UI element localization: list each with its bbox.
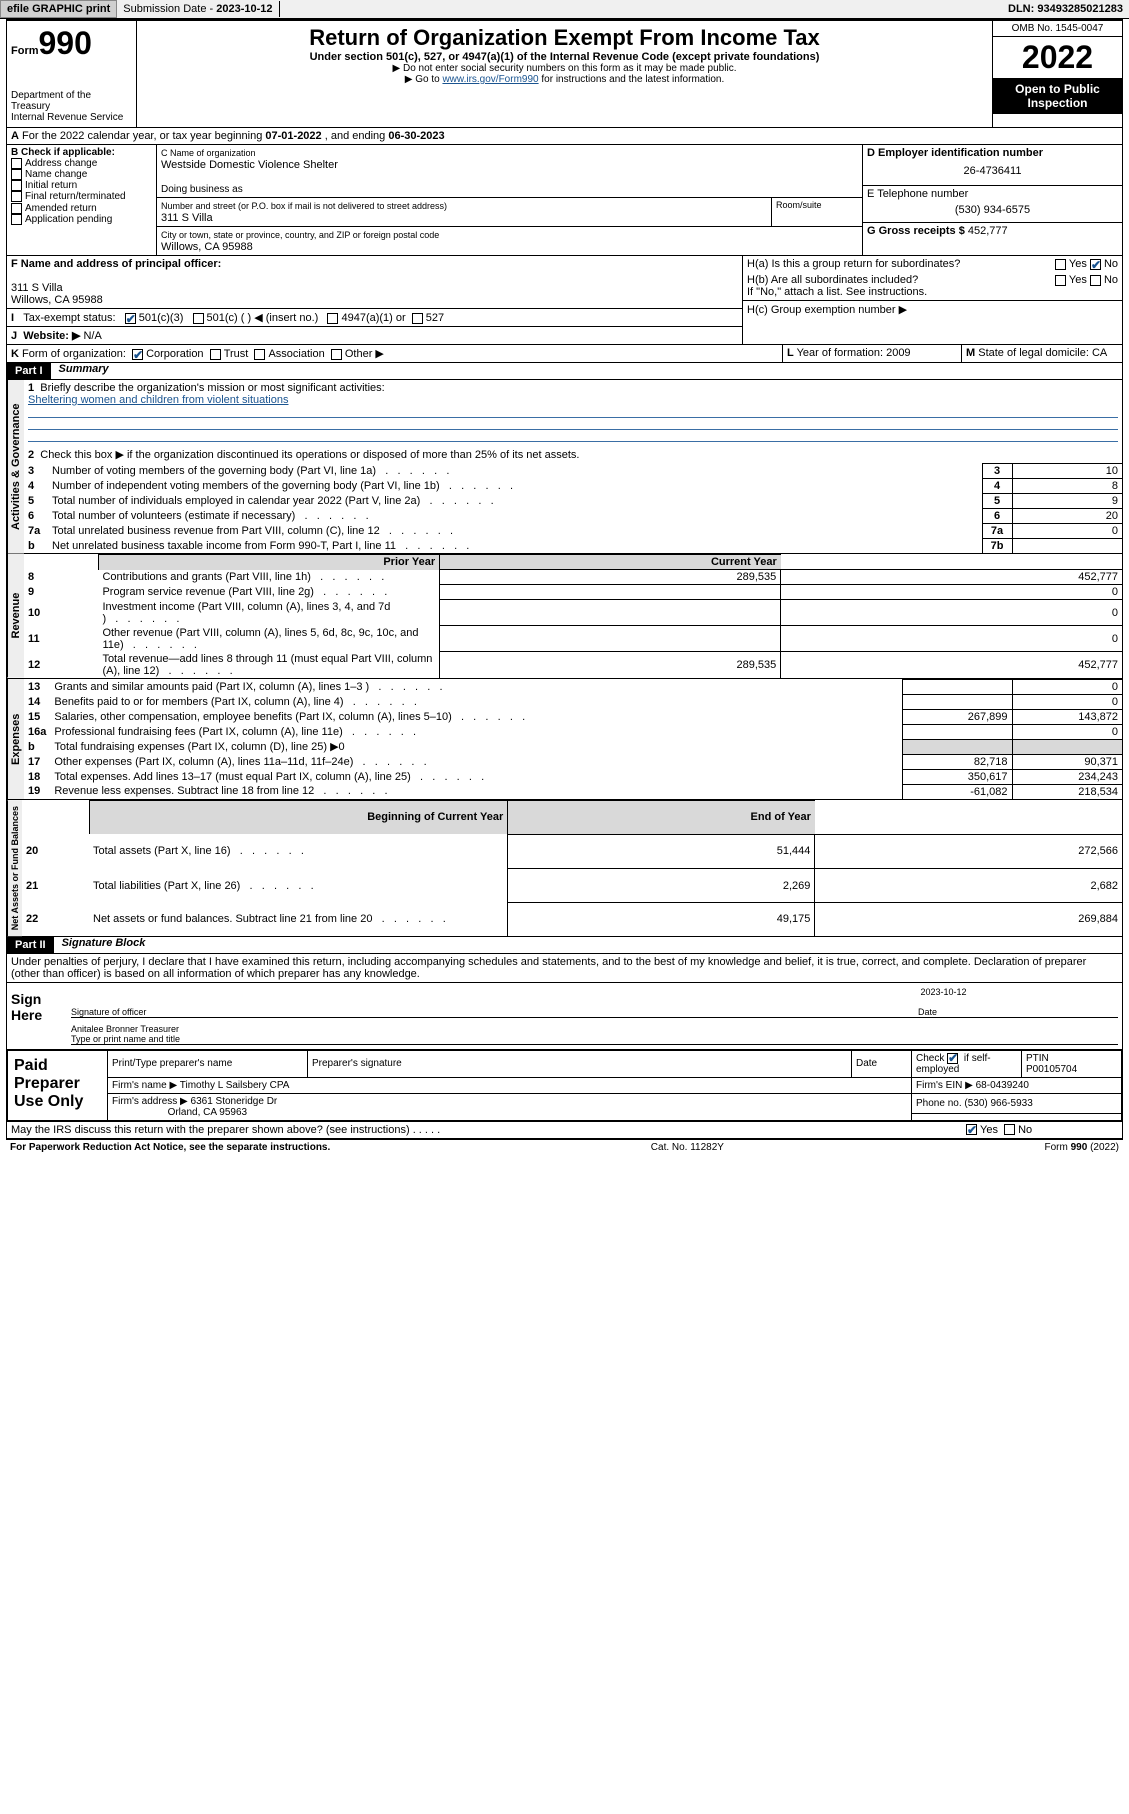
tax-year: 2022 <box>993 37 1122 78</box>
line-A: A For the 2022 calendar year, or tax yea… <box>6 128 1123 145</box>
section-E: E Telephone number (530) 934-6575 <box>863 186 1122 223</box>
discuss-row: May the IRS discuss this return with the… <box>6 1122 1123 1139</box>
firm-name: Firm's name ▶ Timothy L Sailsbery CPA <box>108 1077 912 1093</box>
sign-here-section: Sign Here Signature of officer 2023-10-1… <box>6 983 1123 1050</box>
section-FHIJ: F Name and address of principal officer:… <box>6 256 1123 345</box>
part1-body: Activities & Governance 1 Briefly descri… <box>6 380 1123 554</box>
section-KLM: K Form of organization: Corporation Trus… <box>6 345 1123 363</box>
section-BCDE: B Check if applicable: Address change Na… <box>6 145 1123 256</box>
irs-link[interactable]: www.irs.gov/Form990 <box>442 74 538 85</box>
cb-discuss-no[interactable] <box>1004 1124 1015 1135</box>
governance-table: 3Number of voting members of the governi… <box>24 463 1122 553</box>
cat-no: Cat. No. 11282Y <box>651 1142 724 1153</box>
cb-initial-return[interactable] <box>11 180 22 191</box>
expenses-section: Expenses 13Grants and similar amounts pa… <box>6 679 1123 800</box>
cb-self-employed[interactable] <box>947 1053 958 1064</box>
firm-address: Firm's address ▶ 6361 Stoneridge Dr Orla… <box>108 1093 912 1120</box>
sig-date: 2023-10-12Date <box>918 987 1118 1018</box>
pp-h1: Print/Type preparer's name <box>108 1050 308 1077</box>
irs-label: Internal Revenue Service <box>11 112 132 123</box>
sig-officer-line: Signature of officer <box>71 987 918 1018</box>
pp-h4: Check if self-employed <box>912 1050 1022 1077</box>
pra-notice: For Paperwork Reduction Act Notice, see … <box>10 1142 330 1153</box>
open-inspection: Open to Public Inspection <box>993 78 1122 114</box>
cb-other[interactable] <box>331 349 342 360</box>
section-M: M State of legal domicile: CA <box>962 345 1122 362</box>
cb-501c[interactable] <box>193 313 204 324</box>
sig-name: Anitalee Bronner TreasurerType or print … <box>71 1018 1118 1045</box>
section-C-name: C Name of organization Westside Domestic… <box>157 145 862 198</box>
cb-app-pending[interactable] <box>11 214 22 225</box>
cb-discuss-yes[interactable] <box>966 1124 977 1135</box>
ssn-note: ▶ Do not enter social security numbers o… <box>141 63 988 74</box>
section-D: D Employer identification number 26-4736… <box>863 145 1122 186</box>
form-subtitle: Under section 501(c), 527, or 4947(a)(1)… <box>141 51 988 63</box>
sidelabel-netassets: Net Assets or Fund Balances <box>7 800 22 936</box>
part1-header: Part I Summary <box>6 363 1123 380</box>
cb-527[interactable] <box>412 313 423 324</box>
expenses-table: 13Grants and similar amounts paid (Part … <box>24 679 1122 799</box>
cb-Hb-no[interactable] <box>1090 275 1101 286</box>
sidelabel-governance: Activities & Governance <box>7 380 24 553</box>
cb-Ha-yes[interactable] <box>1055 259 1066 270</box>
cb-501c3[interactable] <box>125 313 136 324</box>
pp-h5: PTINP00105704 <box>1022 1050 1122 1077</box>
form-title: Return of Organization Exempt From Incom… <box>141 25 988 51</box>
section-Ha: H(a) Is this a group return for subordin… <box>743 256 1122 272</box>
section-B: B Check if applicable: Address change Na… <box>7 145 157 255</box>
part2-header: Part II Signature Block <box>6 937 1123 954</box>
topbar: efile GRAPHIC print Submission Date - 20… <box>0 0 1129 19</box>
efile-print-button[interactable]: efile GRAPHIC print <box>0 0 117 18</box>
revenue-section: Revenue Prior YearCurrent Year 8Contribu… <box>6 554 1123 679</box>
revenue-table: Prior YearCurrent Year 8Contributions an… <box>24 554 1122 678</box>
cb-4947[interactable] <box>327 313 338 324</box>
section-J: J Website: ▶ N/A <box>7 326 742 344</box>
goto-note: ▶ Go to www.irs.gov/Form990 for instruct… <box>141 74 988 85</box>
section-Hc: H(c) Group exemption number ▶ <box>743 300 1122 318</box>
section-C-street: Number and street (or P.O. box if mail i… <box>157 198 772 226</box>
section-Hb: H(b) Are all subordinates included? Yes … <box>743 272 1122 300</box>
q2: 2 Check this box ▶ if the organization d… <box>24 446 1122 463</box>
form-header: Form990 Department of the Treasury Inter… <box>6 19 1123 128</box>
section-C-city: City or town, state or province, country… <box>157 227 862 255</box>
section-G: G Gross receipts $ 452,777 <box>863 223 1122 239</box>
section-F: F Name and address of principal officer:… <box>7 256 742 308</box>
firm-phone: Phone no. (530) 966-5933 <box>912 1093 1122 1114</box>
firm-ein: Firm's EIN ▶ 68-0439240 <box>912 1077 1122 1093</box>
form-number: Form990 <box>11 25 132 62</box>
mission-link[interactable]: Sheltering women and children from viole… <box>28 394 288 406</box>
cb-amended[interactable] <box>11 203 22 214</box>
section-K: K Form of organization: Corporation Trus… <box>7 345 782 362</box>
section-I: I Tax-exempt status: 501(c)(3) 501(c) ( … <box>7 308 742 326</box>
dept-treasury: Department of the Treasury <box>11 90 132 112</box>
sidelabel-revenue: Revenue <box>7 554 24 678</box>
q1: 1 Briefly describe the organization's mi… <box>24 380 1122 446</box>
cb-address-change[interactable] <box>11 158 22 169</box>
cb-corp[interactable] <box>132 349 143 360</box>
sidelabel-expenses: Expenses <box>7 679 24 799</box>
paid-preparer-section: Paid Preparer Use Only Print/Type prepar… <box>6 1050 1123 1122</box>
section-L: L Year of formation: 2009 <box>782 345 962 362</box>
form-ref: Form 990 (2022) <box>1045 1142 1119 1153</box>
room-suite: Room/suite <box>772 198 862 226</box>
cb-assoc[interactable] <box>254 349 265 360</box>
B-label: B Check if applicable: <box>11 147 115 158</box>
dln: DLN: 93493285021283 <box>1002 1 1129 17</box>
pp-h3: Date <box>852 1050 912 1077</box>
paid-preparer-label: Paid Preparer Use Only <box>7 1050 107 1121</box>
submission-date: Submission Date - 2023-10-12 <box>117 1 279 17</box>
cb-final-return[interactable] <box>11 191 22 202</box>
omb-number: OMB No. 1545-0047 <box>993 21 1122 37</box>
netassets-table: Beginning of Current YearEnd of Year 20T… <box>22 800 1122 936</box>
cb-Ha-no[interactable] <box>1090 259 1101 270</box>
page-footer: For Paperwork Reduction Act Notice, see … <box>6 1139 1123 1155</box>
cb-trust[interactable] <box>210 349 221 360</box>
pp-h2: Preparer's signature <box>308 1050 852 1077</box>
cb-name-change[interactable] <box>11 169 22 180</box>
declaration: Under penalties of perjury, I declare th… <box>6 954 1123 983</box>
netassets-section: Net Assets or Fund Balances Beginning of… <box>6 800 1123 937</box>
cb-Hb-yes[interactable] <box>1055 275 1066 286</box>
sign-here-label: Sign Here <box>7 983 67 1049</box>
